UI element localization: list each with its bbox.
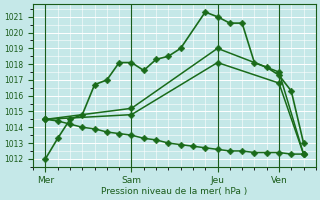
X-axis label: Pression niveau de la mer( hPa ): Pression niveau de la mer( hPa ) [101,187,248,196]
